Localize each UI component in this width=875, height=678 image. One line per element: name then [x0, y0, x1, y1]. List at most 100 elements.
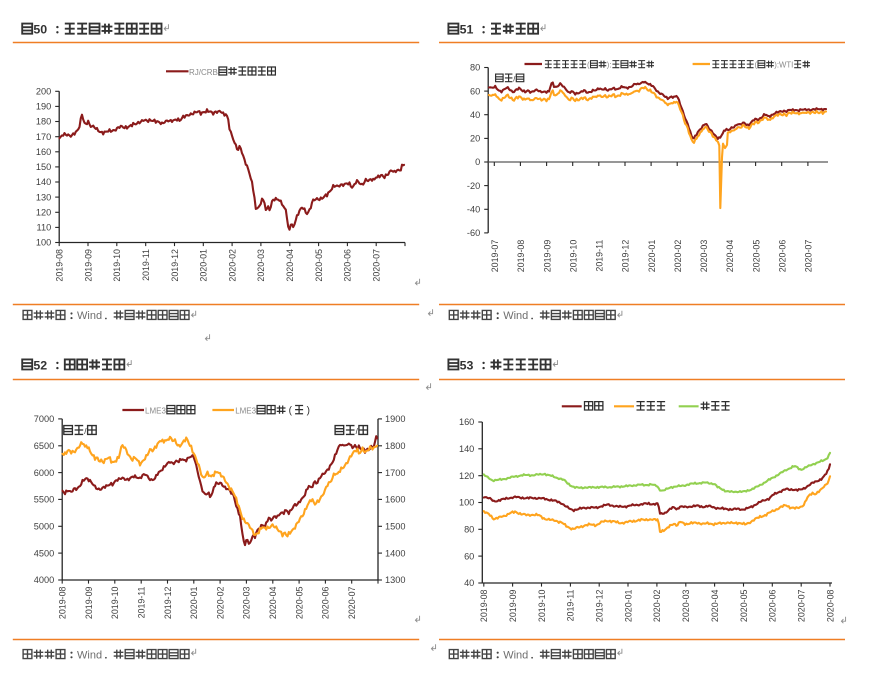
svg-text:):: ):	[607, 61, 612, 70]
svg-text:52: 52	[33, 358, 47, 372]
svg-text:2020-02: 2020-02	[215, 586, 225, 619]
svg-text:Wind: Wind	[77, 310, 102, 322]
svg-text:2019-10: 2019-10	[110, 586, 120, 619]
svg-text:2019-08: 2019-08	[479, 589, 489, 622]
svg-text:140: 140	[36, 177, 51, 187]
svg-text:2019-12: 2019-12	[595, 589, 605, 622]
svg-text:2020-01: 2020-01	[623, 589, 633, 622]
svg-text:2019-08: 2019-08	[55, 249, 65, 282]
svg-text:80: 80	[470, 63, 480, 73]
svg-text:2019-10: 2019-10	[568, 240, 578, 273]
svg-text:2019-10: 2019-10	[537, 589, 547, 622]
svg-text:2020-07: 2020-07	[804, 240, 814, 273]
svg-text:2019-08: 2019-08	[58, 586, 68, 619]
svg-text:-20: -20	[467, 181, 480, 191]
svg-text:200: 200	[36, 87, 51, 97]
svg-text:60: 60	[464, 551, 474, 561]
svg-text:120: 120	[459, 471, 474, 481]
svg-text:-60: -60	[467, 228, 480, 238]
svg-text:2020-02: 2020-02	[227, 249, 237, 282]
svg-text:6500: 6500	[34, 441, 54, 451]
svg-text:130: 130	[36, 192, 51, 202]
svg-text:40: 40	[470, 110, 480, 120]
svg-text:5000: 5000	[34, 522, 54, 532]
svg-text:6000: 6000	[34, 468, 54, 478]
svg-text:1900: 1900	[385, 414, 405, 424]
svg-text:1800: 1800	[385, 441, 405, 451]
svg-text:2020-02: 2020-02	[652, 589, 662, 622]
svg-text:2020-06: 2020-06	[768, 589, 778, 622]
svg-text:2019-11: 2019-11	[595, 240, 605, 272]
svg-text:(: (	[587, 61, 590, 70]
svg-text:100: 100	[459, 498, 474, 508]
svg-text:2019-11: 2019-11	[137, 586, 147, 618]
svg-text:2019-12: 2019-12	[170, 249, 180, 282]
svg-text:2020-01: 2020-01	[189, 586, 199, 619]
svg-text:160: 160	[459, 417, 474, 427]
svg-text:RJ/CRB: RJ/CRB	[189, 68, 218, 77]
svg-text:2020-04: 2020-04	[710, 589, 720, 622]
svg-text:2019-12: 2019-12	[163, 586, 173, 619]
svg-text:2019-11: 2019-11	[566, 589, 576, 621]
svg-text:50: 50	[33, 23, 47, 37]
svg-text:LME3: LME3	[145, 407, 166, 416]
svg-text:2019-10: 2019-10	[112, 249, 122, 282]
svg-text:(: (	[755, 61, 758, 70]
svg-text:20: 20	[470, 134, 480, 144]
svg-text:2020-06: 2020-06	[777, 240, 787, 273]
svg-text:2019-12: 2019-12	[621, 240, 631, 273]
svg-text:0: 0	[475, 157, 480, 167]
svg-text:2020-06: 2020-06	[343, 249, 353, 282]
svg-text:80: 80	[464, 525, 474, 535]
svg-text:2020-04: 2020-04	[725, 240, 735, 273]
svg-text:60: 60	[470, 86, 480, 96]
svg-text:1500: 1500	[385, 522, 405, 532]
svg-text:2020-08: 2020-08	[825, 589, 835, 622]
svg-text:1600: 1600	[385, 495, 405, 505]
svg-text:): )	[307, 406, 310, 417]
svg-text:1700: 1700	[385, 468, 405, 478]
svg-text:100: 100	[36, 238, 51, 248]
svg-text:1400: 1400	[385, 548, 405, 558]
svg-text:2020-02: 2020-02	[673, 240, 683, 273]
svg-text:2020-07: 2020-07	[797, 589, 807, 622]
svg-text:2019-09: 2019-09	[542, 240, 552, 273]
svg-text:2020-03: 2020-03	[256, 249, 266, 282]
svg-text:110: 110	[37, 223, 52, 233]
svg-text:2020-03: 2020-03	[699, 240, 709, 273]
svg-text:150: 150	[36, 162, 51, 172]
svg-text:170: 170	[36, 132, 51, 142]
svg-text:2019-09: 2019-09	[508, 589, 518, 622]
svg-text:4000: 4000	[34, 575, 54, 585]
svg-text:2020-01: 2020-01	[647, 240, 657, 273]
svg-text:120: 120	[36, 208, 51, 218]
svg-text:2020-05: 2020-05	[739, 589, 749, 622]
svg-text:Wind: Wind	[503, 310, 528, 322]
svg-text:140: 140	[459, 444, 474, 454]
svg-text:/: /	[513, 75, 516, 84]
svg-text:1300: 1300	[385, 575, 405, 585]
svg-text:2020-05: 2020-05	[314, 249, 324, 282]
svg-text:2020-03: 2020-03	[681, 589, 691, 622]
svg-text:160: 160	[36, 147, 51, 157]
svg-text:/: /	[84, 427, 87, 436]
svg-text:2019-09: 2019-09	[83, 249, 93, 282]
svg-text:(: (	[289, 406, 293, 417]
svg-text:2019-07: 2019-07	[490, 240, 500, 273]
svg-text:-40: -40	[467, 205, 480, 215]
svg-text:LME3: LME3	[235, 407, 256, 416]
svg-text:53: 53	[460, 358, 474, 372]
svg-text:2020-07: 2020-07	[372, 249, 382, 282]
svg-text:2020-04: 2020-04	[285, 249, 295, 282]
svg-text:Wind: Wind	[503, 649, 528, 661]
svg-text:/: /	[356, 427, 359, 436]
svg-text:5500: 5500	[34, 495, 54, 505]
svg-text:2020-05: 2020-05	[751, 240, 761, 273]
svg-text:2020-06: 2020-06	[321, 586, 331, 619]
svg-text:2020-05: 2020-05	[294, 586, 304, 619]
svg-text:2019-09: 2019-09	[84, 586, 94, 619]
svg-text:2019-11: 2019-11	[141, 249, 151, 281]
svg-text:7000: 7000	[34, 414, 54, 424]
svg-text:2020-01: 2020-01	[199, 249, 209, 282]
svg-text:Wind: Wind	[77, 649, 102, 661]
